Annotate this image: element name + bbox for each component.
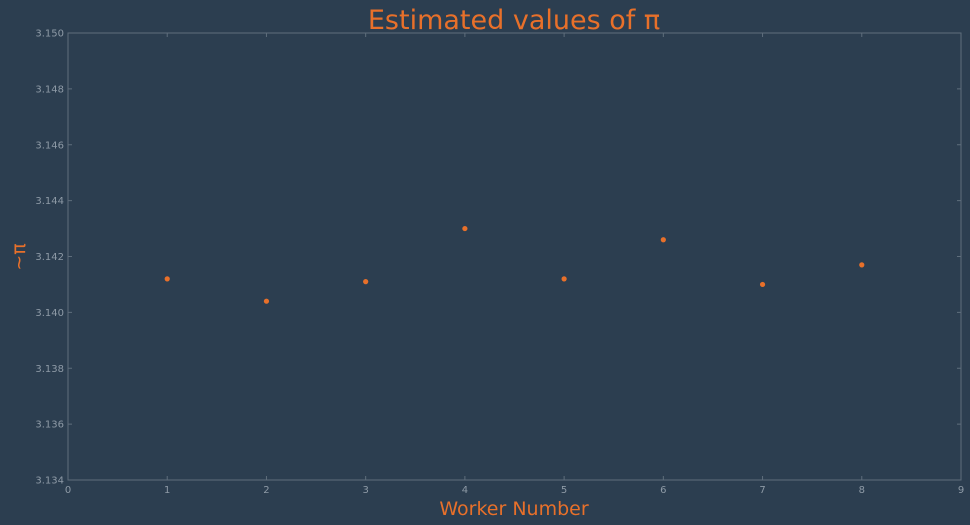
x-tick-label: 8 — [859, 485, 865, 496]
x-tick-label: 0 — [65, 485, 71, 496]
data-point — [759, 281, 766, 288]
y-axis: 3.134 3.136 3.138 3.140 3.142 3.144 3.146 3.148… — [35, 29, 961, 487]
y-tick-label: 3.150 — [35, 29, 64, 40]
data-point — [462, 225, 468, 232]
x-tick-label: 6 — [660, 485, 666, 496]
y-tick-label: 3.142 — [35, 252, 64, 263]
x-axis-label: Worker Number — [439, 498, 588, 520]
x-tick-label: 2 — [263, 485, 269, 496]
plot-area — [67, 32, 962, 481]
x-tick-label: 4 — [462, 485, 468, 496]
y-tick-label: 3.148 — [35, 84, 64, 95]
x-tick-label: 3 — [362, 485, 368, 496]
data-point — [363, 279, 369, 285]
x-tick-label: 9 — [958, 485, 964, 496]
data-point — [263, 298, 270, 304]
data-point — [164, 276, 170, 282]
x-tick-label: 7 — [759, 485, 765, 496]
y-tick-label: 3.134 — [35, 476, 64, 487]
x-tick-label: 5 — [561, 485, 567, 496]
data-point — [859, 262, 865, 268]
y-tick-label: 3.138 — [35, 364, 64, 375]
y-tick-label: 3.144 — [35, 196, 64, 207]
y-tick-label: 3.140 — [35, 308, 64, 319]
y-axis-label: ~π — [8, 243, 30, 270]
data-points — [164, 225, 865, 304]
data-point — [660, 237, 666, 243]
y-tick-label: 3.146 — [35, 140, 64, 151]
y-tick-label: 3.136 — [35, 420, 64, 431]
x-tick-label: 1 — [164, 485, 170, 496]
x-axis: 0 1 2 3 4 5 6 7 8 9 — [65, 33, 964, 496]
chart-title: Estimated values of π — [368, 5, 660, 36]
data-point — [561, 276, 567, 282]
